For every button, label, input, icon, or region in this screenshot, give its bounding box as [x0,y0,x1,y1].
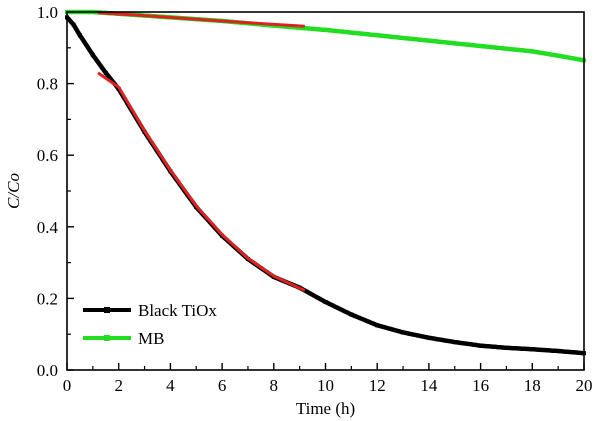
series-1-point [103,70,108,75]
y-tick-label: 0.4 [37,218,59,237]
series-2-point [478,44,483,49]
series-1-point [504,345,509,350]
y-tick-label: 0.0 [37,361,58,380]
y-tick-label: 0.2 [37,289,58,308]
series-1-point [401,330,406,335]
legend-marker-2 [104,335,110,341]
fit-line-1 [97,71,306,292]
series-1-point [77,33,82,38]
y-axis-title: C/Co [4,173,23,209]
x-tick-label: 16 [472,376,489,395]
x-tick-label: 10 [317,376,334,395]
x-tick-label: 12 [369,376,386,395]
series-2-point [556,53,561,58]
series-1-point [452,340,457,345]
x-tick-label: 4 [166,376,175,395]
series-1-point [349,312,354,317]
x-tick-label: 2 [114,376,123,395]
x-tick-label: 20 [576,376,593,395]
x-axis-title: Time (h) [296,399,355,418]
x-tick-label: 0 [63,376,72,395]
series-1-point [375,323,380,328]
series-1-point [530,347,535,352]
x-tick-label: 14 [420,376,438,395]
legend-label-2: MB [138,329,164,348]
y-tick-label: 0.8 [37,75,58,94]
legend-label-1: Black TiOx [138,301,217,320]
series-line-2 [66,9,585,63]
x-tick-label: 8 [270,376,279,395]
series-1-point [556,349,561,354]
y-axis-ticks: 0.0 0.2 0.4 0.6 0.8 1.0 [37,3,74,380]
series-2-point [426,38,431,43]
fit-line-2 [97,11,305,28]
series-2-point [323,27,328,32]
fit-lines-layer [97,11,306,292]
series-1-point [323,299,328,304]
x-axis-ticks: 0 2 4 6 8 10 12 14 16 18 20 [63,363,593,395]
legend-marker-1 [104,307,110,313]
x-tick-label: 18 [524,376,541,395]
y-tick-label: 0.6 [37,146,58,165]
series-2-point [375,33,380,38]
series-1-point [71,22,76,27]
series-1-point [426,335,431,340]
y-tick-label: 1.0 [37,3,58,22]
series-2-point [530,49,535,54]
series-1-point [90,52,95,57]
x-tick-label: 6 [218,376,227,395]
legend: Black TiOx MB [83,301,217,348]
series-1-point [478,343,483,348]
